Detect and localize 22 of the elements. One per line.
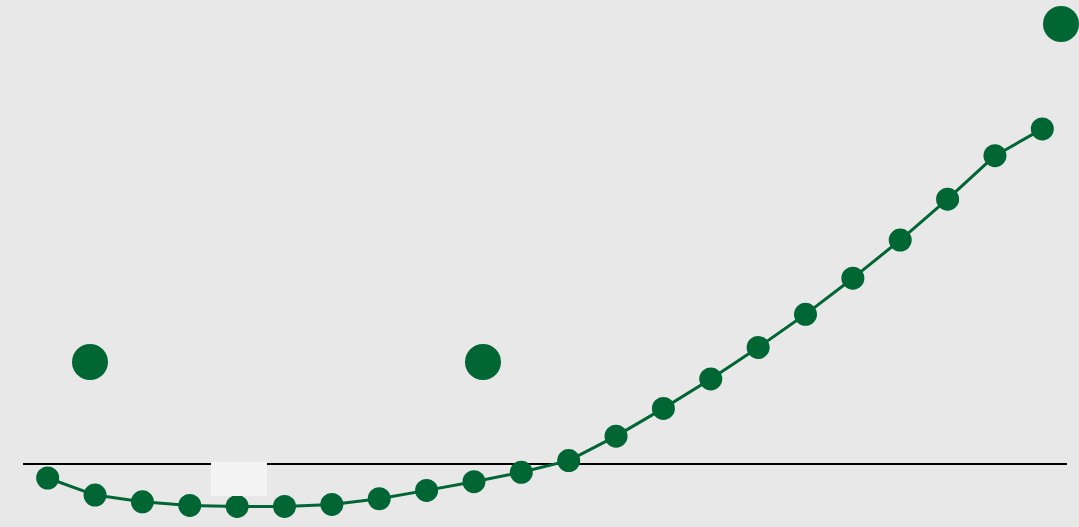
point — [36, 466, 60, 490]
point — [225, 494, 249, 518]
point — [415, 478, 439, 502]
point — [462, 470, 486, 494]
point — [509, 460, 533, 484]
point — [178, 493, 202, 517]
point — [130, 490, 154, 514]
point — [320, 492, 344, 516]
point — [651, 396, 675, 420]
point — [604, 424, 628, 448]
point — [841, 266, 865, 290]
point — [794, 302, 817, 326]
point — [983, 144, 1007, 168]
point — [83, 483, 107, 507]
point — [557, 449, 581, 473]
point — [1030, 117, 1054, 141]
point — [273, 494, 296, 518]
point — [367, 487, 391, 511]
point — [746, 335, 770, 359]
point — [699, 367, 723, 391]
point — [936, 187, 960, 211]
point — [888, 228, 912, 252]
